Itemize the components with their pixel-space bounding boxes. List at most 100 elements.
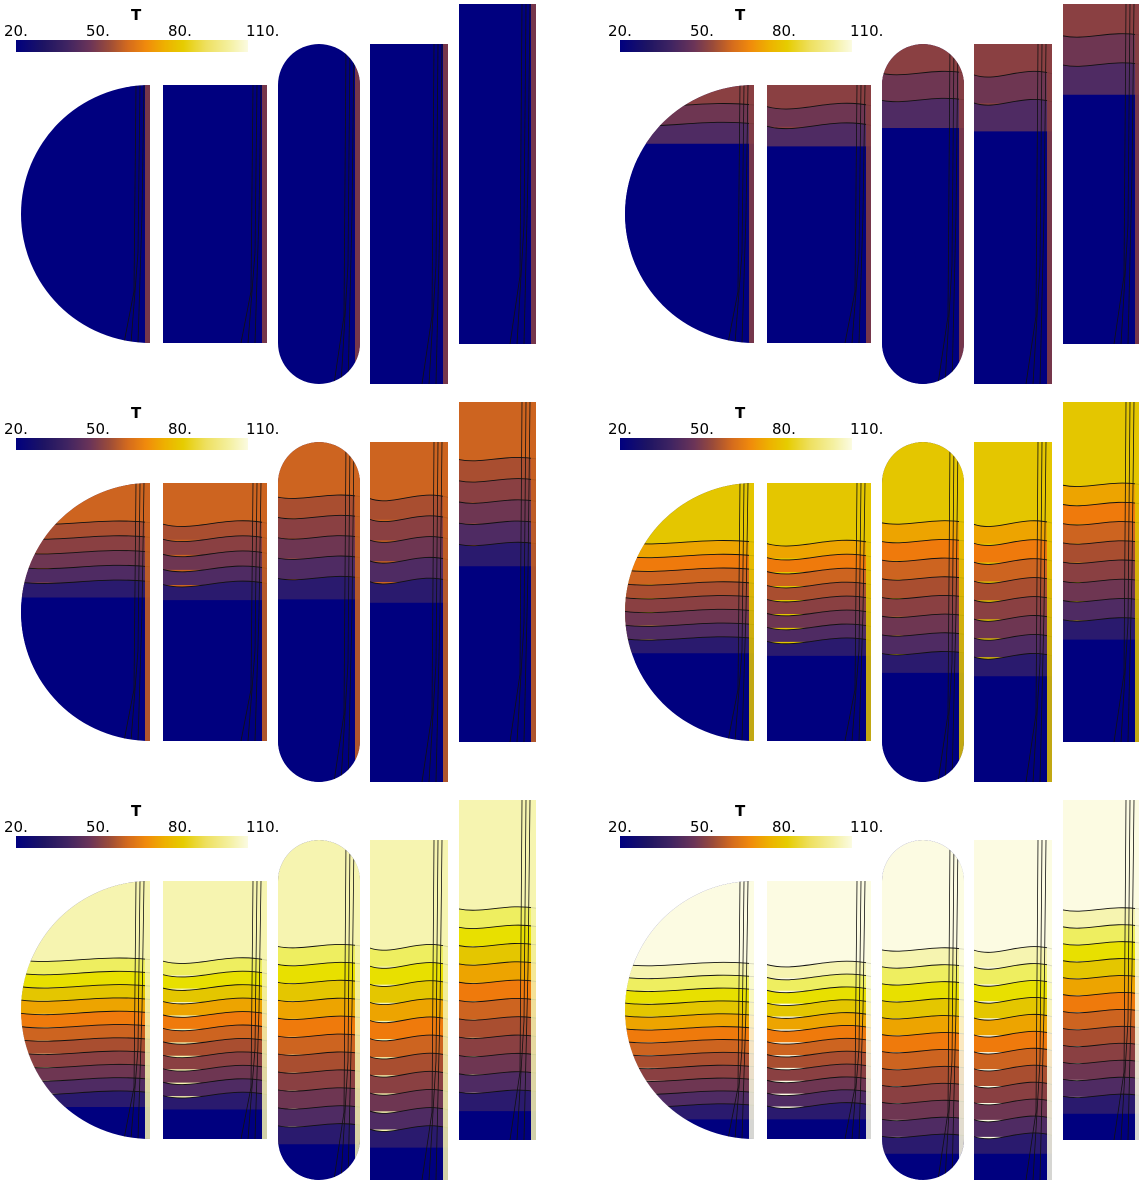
wall-isotherm-line: [1032, 44, 1043, 384]
isotherm-line: [278, 943, 360, 949]
tallest-column-vessel: [459, 402, 536, 742]
isotherm-line: [278, 1033, 360, 1038]
colorbar-tick-label: 50.: [690, 420, 714, 438]
isotherm-line: [278, 1087, 360, 1092]
colorbar-tick-label: 20.: [4, 22, 28, 40]
wall-isotherm-line: [734, 483, 745, 741]
wall-isotherm-line: [509, 4, 523, 344]
isotherm-line: [278, 555, 360, 560]
wall-isotherm-line: [944, 442, 955, 782]
colorbar-gradient: [16, 836, 248, 848]
wall-isotherm-line: [944, 840, 955, 1180]
isotherm-line: [163, 535, 267, 543]
isotherm-line: [1063, 1059, 1139, 1065]
wall-isotherm-line: [428, 442, 439, 782]
wall-isotherm-line: [1113, 800, 1127, 1140]
tall-column-vessel: [974, 840, 1052, 1180]
isotherm-line: [767, 1076, 871, 1084]
wall-isotherm-line: [435, 442, 443, 782]
isotherm-line: [459, 456, 536, 462]
isotherm-line: [974, 1047, 1052, 1055]
wall-isotherm-line: [1113, 4, 1127, 344]
isotherm-line: [459, 997, 536, 1003]
wall-isotherm-line: [741, 483, 749, 741]
isotherm-line: [767, 539, 871, 547]
isotherm-line: [1063, 598, 1139, 603]
isotherm-line: [370, 944, 448, 951]
wall-isotherm-line: [523, 4, 531, 344]
colorbar-title: T: [735, 6, 746, 24]
wall-isotherm-line: [1120, 800, 1131, 1140]
wall-isotherm-line: [858, 483, 866, 741]
wall-isotherm-line: [516, 4, 527, 344]
hemisphere-vessel: [21, 483, 150, 741]
isotherm-line: [163, 1051, 267, 1059]
wall-isotherm-line: [1120, 4, 1131, 344]
colorbar-tick-label: 50.: [690, 818, 714, 836]
colorbar-tick-label: 50.: [86, 818, 110, 836]
isotherm-line: [21, 970, 150, 976]
tall-column-vessel: [974, 44, 1052, 384]
wall-isotherm-line: [734, 881, 745, 1139]
panel-stage-4: T 20. 50. 80. 110.: [604, 398, 1139, 793]
isotherm-line: [974, 1030, 1052, 1038]
isotherm-line: [459, 1052, 536, 1058]
wall-isotherm-line: [137, 483, 145, 741]
wall-isotherm-line: [435, 840, 443, 1180]
colorbar-tick-label: 80.: [168, 420, 192, 438]
colorbar-title: T: [131, 802, 142, 820]
colorbar-tick-label: 110.: [246, 818, 280, 836]
isotherm-line: [767, 102, 871, 110]
wall-isotherm-line: [509, 402, 523, 742]
isotherm-line: [974, 539, 1052, 546]
isotherm-line: [882, 520, 964, 525]
wall-isotherm-line: [123, 483, 137, 741]
hemisphere-vessel: [21, 85, 150, 343]
wall-isotherm-line: [254, 881, 262, 1139]
wall-isotherm-line: [741, 85, 749, 343]
isotherm-line: [163, 520, 267, 527]
colorbar-tick-label: 20.: [608, 818, 632, 836]
panel-stage-1: T 20. 50. 80. 110.: [0, 0, 560, 395]
wall-isotherm-line: [1025, 44, 1039, 384]
cylinder-vessel: [767, 881, 871, 1139]
wall-isotherm-line: [247, 85, 258, 343]
wall-isotherm-line: [435, 44, 443, 384]
colorbar-legend: T 20. 50. 80. 110.: [0, 2, 290, 62]
isotherm-line: [1063, 578, 1139, 584]
capsule-vessel: [278, 840, 360, 1180]
panel-stage-5: T 20. 50. 80. 110.: [0, 796, 560, 1191]
isotherm-line: [882, 1099, 964, 1105]
isotherm-line: [625, 567, 754, 572]
wall-isotherm-line: [523, 800, 531, 1140]
isotherm-line: [163, 1064, 267, 1072]
isotherm-line: [974, 1081, 1052, 1089]
isotherm-line: [163, 1078, 267, 1085]
colorbar-tick-label: 20.: [608, 22, 632, 40]
isotherm-line: [1063, 992, 1139, 997]
wall-isotherm-line: [254, 483, 262, 741]
isotherm-line: [370, 494, 448, 502]
wall-isotherm-line: [851, 881, 862, 1139]
isotherm-line: [278, 535, 360, 540]
isotherm-line: [459, 1071, 536, 1076]
wall-isotherm-line: [844, 85, 858, 343]
wall-isotherm-line: [340, 442, 351, 782]
isotherm-line: [163, 1038, 267, 1045]
wall-isotherm-line: [937, 44, 951, 384]
cylinder-vessel: [767, 85, 871, 343]
vessel-set: [21, 4, 536, 384]
isotherm-line: [370, 1016, 448, 1024]
wall-isotherm-line: [428, 840, 439, 1180]
colorbar-tick-label: 20.: [4, 818, 28, 836]
isotherm-line: [1063, 1076, 1139, 1082]
tallest-column-vessel: [1063, 800, 1139, 1140]
isotherm-line: [278, 1051, 360, 1056]
tallest-column-vessel: [459, 4, 536, 344]
isotherm-line: [974, 1064, 1052, 1072]
isotherm-line: [767, 553, 871, 561]
hemisphere-vessel: [625, 483, 754, 741]
wall-isotherm-line: [1032, 840, 1043, 1180]
wall-isotherm-line: [347, 44, 355, 384]
isotherm-line: [370, 1107, 448, 1114]
